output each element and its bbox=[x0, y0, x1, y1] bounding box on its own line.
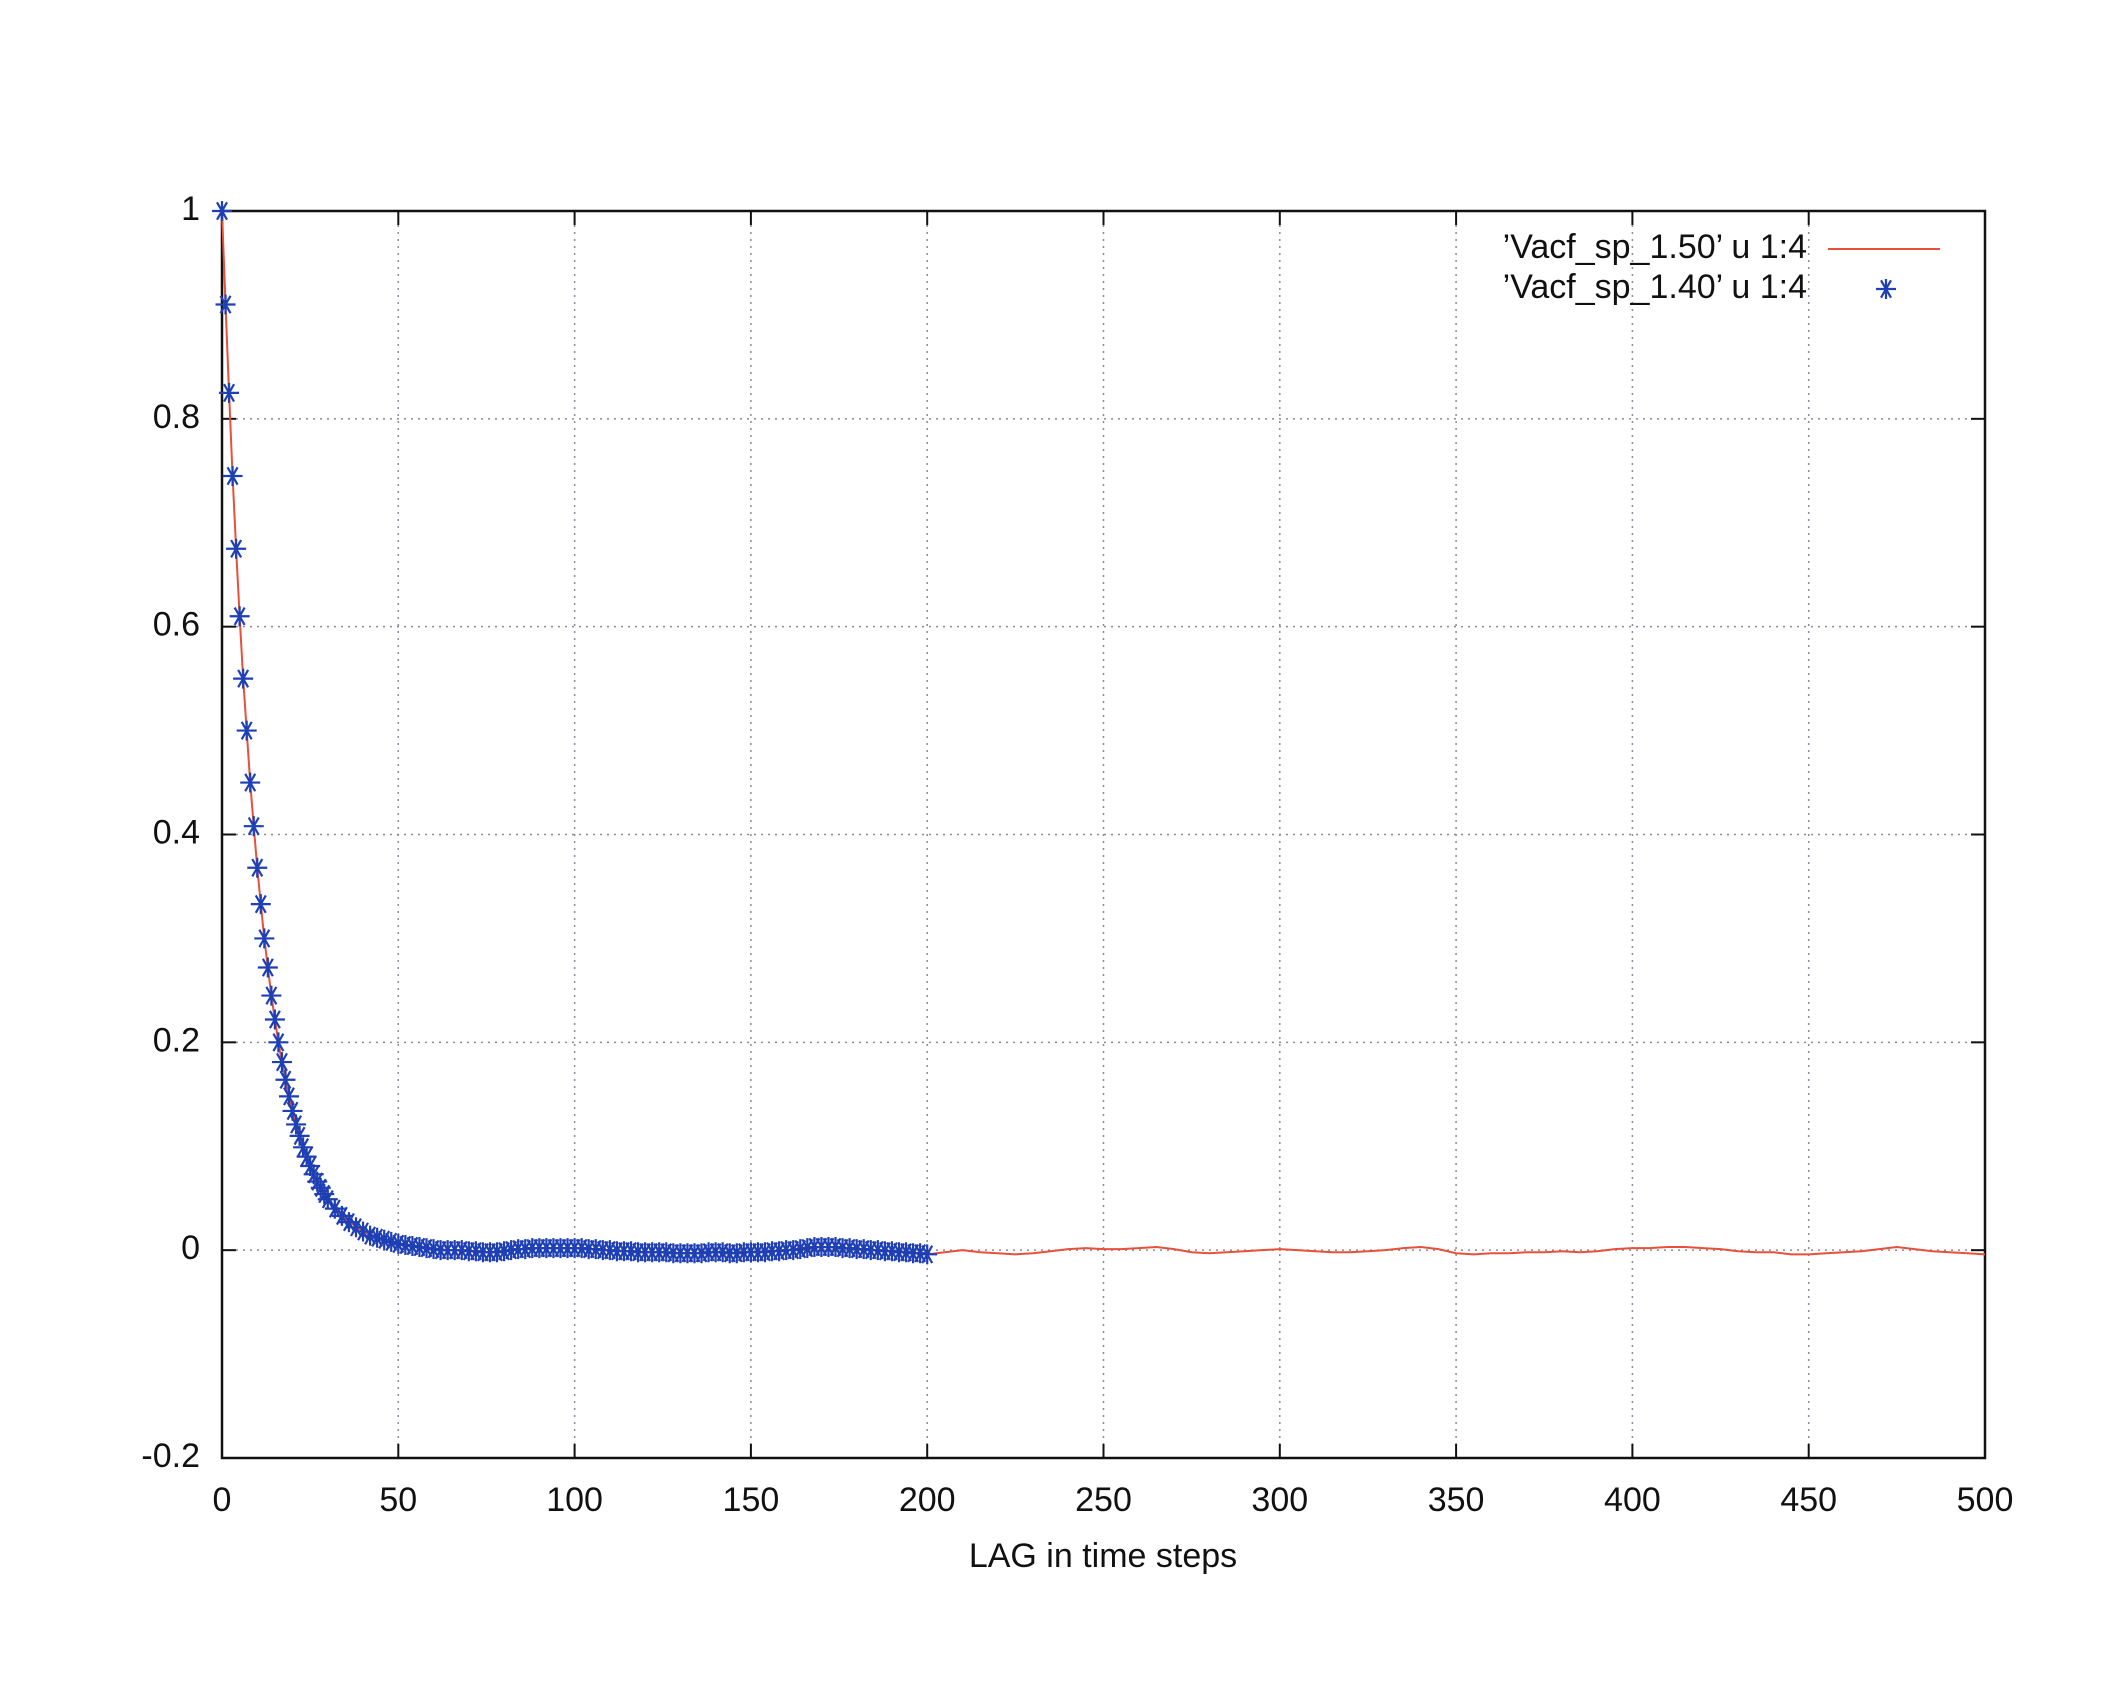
star-marker bbox=[317, 1189, 338, 1210]
x-tick-label: 300 bbox=[1251, 1481, 1308, 1519]
star-marker bbox=[236, 720, 257, 741]
y-tick-label: 0.2 bbox=[153, 1021, 200, 1059]
star-marker bbox=[296, 1146, 317, 1167]
y-tick-label: -0.2 bbox=[141, 1437, 200, 1475]
star-marker bbox=[282, 1100, 303, 1121]
star-marker bbox=[261, 985, 282, 1006]
star-marker bbox=[247, 857, 268, 878]
x-tick-label: 400 bbox=[1604, 1481, 1661, 1519]
star-marker bbox=[271, 1052, 292, 1073]
star-marker bbox=[324, 1198, 345, 1219]
star-marker bbox=[268, 1032, 289, 1053]
x-tick-label: 50 bbox=[379, 1481, 417, 1519]
x-tick-label: 500 bbox=[1957, 1481, 2014, 1519]
star-marker bbox=[367, 1227, 388, 1248]
x-tick-label: 200 bbox=[899, 1481, 956, 1519]
y-tick-label: 0 bbox=[181, 1229, 200, 1267]
star-marker bbox=[240, 772, 261, 793]
star-marker bbox=[331, 1205, 352, 1226]
x-tick-label: 250 bbox=[1075, 1481, 1132, 1519]
star-marker bbox=[215, 294, 236, 315]
x-axis-label: LAG in time steps bbox=[969, 1537, 1237, 1575]
plot-border bbox=[220, 209, 1987, 1460]
star-marker bbox=[226, 538, 247, 559]
star-marker bbox=[250, 894, 271, 915]
star-marker bbox=[286, 1114, 307, 1135]
y-tick-label: 1 bbox=[181, 190, 200, 228]
star-marker bbox=[293, 1137, 314, 1158]
star-marker bbox=[338, 1212, 359, 1233]
star-marker bbox=[229, 606, 250, 627]
star-marker bbox=[381, 1231, 402, 1252]
star-marker bbox=[345, 1217, 366, 1238]
x-tick-label: 0 bbox=[213, 1481, 232, 1519]
y-tick-label: 0.6 bbox=[153, 606, 200, 644]
star-marker bbox=[264, 1009, 285, 1030]
star-marker bbox=[374, 1229, 395, 1250]
legend-label: ’Vacf_sp_1.50’ u 1:4 bbox=[1503, 228, 1807, 266]
y-tick-label: 0.8 bbox=[153, 398, 200, 436]
star-marker bbox=[257, 957, 278, 978]
x-tick-label: 100 bbox=[546, 1481, 603, 1519]
star-marker bbox=[233, 668, 254, 689]
star-marker bbox=[222, 465, 243, 486]
x-tick-label: 350 bbox=[1428, 1481, 1485, 1519]
star-marker bbox=[212, 201, 232, 221]
legend-label: ’Vacf_sp_1.40’ u 1:4 bbox=[1503, 268, 1807, 306]
x-tick-label: 150 bbox=[723, 1481, 780, 1519]
star-marker bbox=[219, 382, 240, 403]
star-marker bbox=[353, 1221, 374, 1242]
series-line bbox=[221, 210, 1986, 1256]
star-marker bbox=[278, 1086, 299, 1107]
y-tick-label: 0.4 bbox=[153, 813, 200, 851]
star-marker bbox=[243, 816, 264, 837]
x-tick-label: 450 bbox=[1780, 1481, 1837, 1519]
star-marker bbox=[254, 928, 275, 949]
legend-marker bbox=[1876, 279, 1896, 299]
star-marker bbox=[360, 1225, 381, 1246]
star-marker bbox=[917, 1244, 938, 1265]
star-marker bbox=[289, 1125, 310, 1146]
star-marker bbox=[275, 1069, 296, 1090]
